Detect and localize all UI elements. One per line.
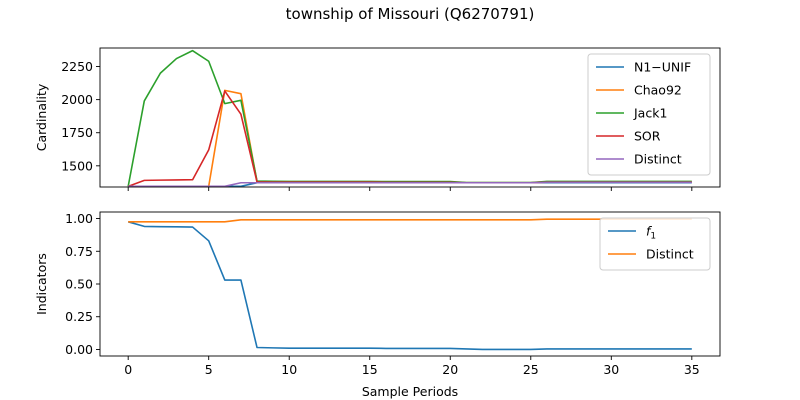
x-tick-label: 35 [684, 362, 700, 377]
legend-label: Jack1 [633, 106, 667, 121]
x-axis-label: Sample Periods [362, 384, 458, 399]
y-tick-label: 1.00 [65, 211, 93, 226]
legend-label: f1 [646, 224, 656, 242]
x-tick-label: 20 [442, 362, 458, 377]
x-tick-label: 25 [523, 362, 539, 377]
axes-frame [99, 47, 721, 188]
y-tick-label: 0.50 [65, 277, 93, 292]
legend-box [599, 217, 711, 271]
x-tick-label: 10 [281, 362, 297, 377]
legend-label: Distinct [634, 152, 682, 167]
y-axis-label: Cardinality [34, 83, 49, 151]
panel-1: 1500 1750 2000 2250 Cardinality N1−UNIF Chao92… [34, 47, 721, 191]
x-tick-label: 0 [124, 362, 132, 377]
y-tick-label: 1750 [61, 125, 93, 140]
y-tick-label: 2000 [61, 92, 93, 107]
x-tick-label: 15 [362, 362, 378, 377]
x-tick-label: 30 [603, 362, 619, 377]
legend-label: SOR [634, 129, 661, 144]
legend-label: N1−UNIF [634, 60, 691, 75]
panel-2: 0 5 10 15 20 25 30 35 0.00 0.25 0.50 0.75 1.00 Indica… [34, 211, 721, 377]
y-tick-label: 0.25 [65, 309, 93, 324]
y-tick-label: 0.75 [65, 244, 93, 259]
y-tick-label: 1500 [61, 158, 93, 173]
series-line-5 [128, 181, 692, 187]
legend-label: Distinct [646, 247, 694, 262]
series-line-2 [128, 218, 692, 223]
y-tick-label: 2250 [61, 59, 93, 74]
legend-box [587, 53, 711, 176]
x-tick-label: 5 [205, 362, 213, 377]
legend: f1 Distinct [599, 217, 711, 271]
y-tick-label: 0.00 [65, 342, 93, 357]
y-axis-label: Indicators [34, 253, 49, 315]
legend-label: Chao92 [634, 83, 682, 98]
chart-title: township of Missouri (Q6270791) [286, 5, 535, 23]
legend: N1−UNIF Chao92 Jack1 SOR Distinct [587, 53, 711, 176]
series-line-1 [127, 221, 692, 351]
